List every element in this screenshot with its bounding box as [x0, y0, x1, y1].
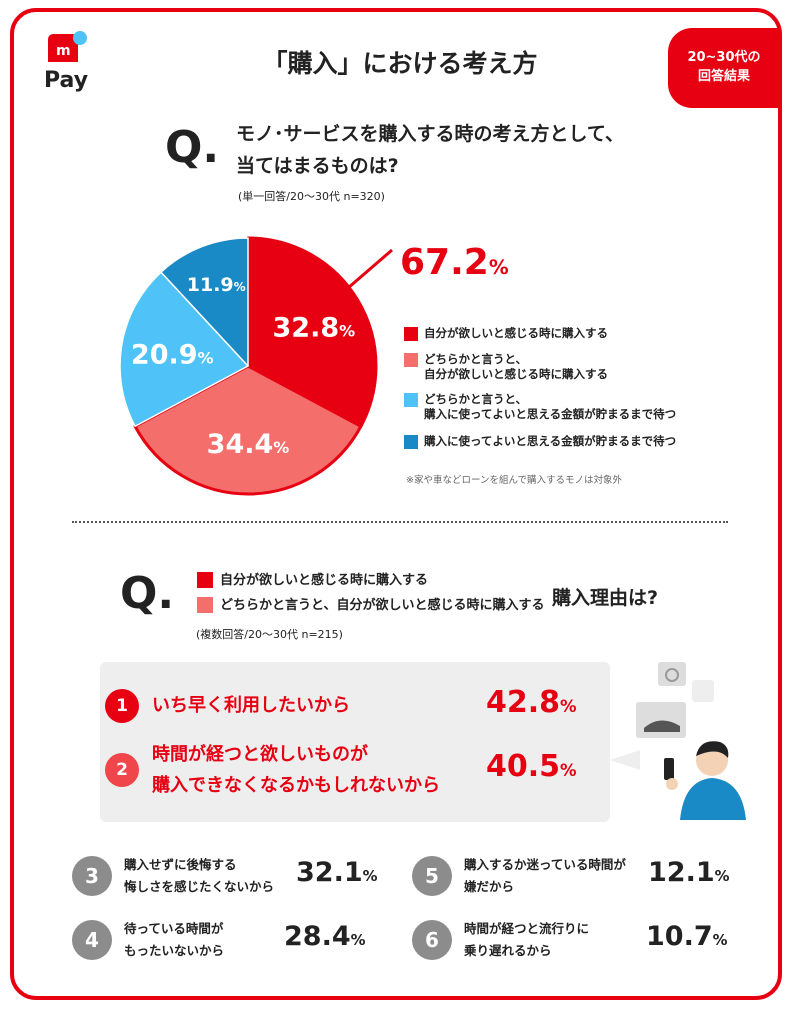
unit: % — [560, 761, 577, 780]
legend-swatch — [404, 435, 418, 449]
pie-chart: 32.8%34.4%20.9%11.9% — [119, 236, 393, 496]
legend-swatch — [197, 572, 213, 588]
rank-badge: 2 — [105, 753, 139, 787]
divider — [72, 521, 728, 523]
watch-card — [692, 680, 714, 702]
hair — [696, 741, 729, 758]
condition: 自分が欲しいと感じる時に購入する — [220, 573, 429, 588]
illustration — [610, 662, 746, 820]
legend-label: 購入に使ってよいと思える金額が貯まるまで待つ — [424, 434, 677, 448]
logo-shape — [48, 34, 78, 62]
body — [680, 778, 746, 820]
rank-value: 32.1% — [296, 857, 378, 889]
hand — [666, 778, 678, 790]
legend-label: 自分が欲しいと感じる時に購入する — [424, 326, 608, 340]
value: 32.8 — [273, 312, 340, 343]
unit: % — [362, 867, 378, 886]
unit: % — [350, 931, 366, 950]
pie-slice — [133, 364, 363, 496]
frame — [10, 8, 782, 1000]
camera-card — [658, 662, 686, 686]
pie-slice — [246, 236, 378, 428]
unit: % — [198, 348, 214, 367]
shoe-card — [636, 702, 686, 738]
rank-reason: いち早く利用したいから — [152, 695, 350, 717]
question: モノ･サービスを購入する時の考え方として、 当てはまるものは? — [236, 123, 624, 177]
q-mark: Q. — [165, 122, 220, 173]
rank-value: 10.7% — [646, 921, 728, 953]
data-label: 32.8% — [273, 312, 356, 343]
note: (複数回答/20～30代 n=215) — [196, 628, 343, 641]
logo-icon: m — [48, 31, 87, 62]
rank-badge: 3 — [72, 856, 112, 896]
value: 20.9 — [131, 339, 198, 370]
unit: % — [488, 256, 509, 279]
legend-label: どちらかと言うと、 自分が欲しいと感じる時に購入する — [424, 352, 608, 381]
rank-reason: 購入せずに後悔する 悔しさを感じたくないから — [124, 857, 275, 894]
rank-value: 12.1% — [648, 857, 730, 889]
bubble-tail — [610, 750, 640, 770]
phone — [664, 758, 674, 780]
question: 購入理由は? — [552, 587, 659, 609]
rank-value: 42.8% — [486, 685, 577, 720]
legend-label: どちらかと言うと、 購入に使ってよいと思える金額が貯まるまで待つ — [424, 392, 677, 421]
title: 「購入」における考え方 — [262, 49, 538, 78]
value: 34.4 — [207, 429, 274, 460]
rank-value: 28.4% — [284, 921, 366, 953]
rank-badge: 4 — [72, 920, 112, 960]
condition: どちらかと言うと、自分が欲しいと感じる時に購入する — [220, 598, 545, 613]
legend-swatch — [404, 327, 418, 341]
rank-reason: 時間が経つと欲しいものが 購入できなくなるかもしれないから — [152, 743, 440, 797]
unit: % — [234, 280, 246, 294]
legend-swatch — [404, 393, 418, 407]
value: 11.9 — [187, 274, 234, 296]
data-label: 11.9% — [187, 274, 246, 296]
pie-slice — [119, 271, 249, 427]
pie-slice — [160, 237, 249, 367]
annotation: 67.2% — [400, 242, 509, 283]
rank-badge: 6 — [412, 920, 452, 960]
unit: % — [339, 321, 355, 340]
rank-reason: 時間が経つと流行りに 乗り遅れるから — [464, 921, 590, 958]
unit: % — [712, 931, 728, 950]
badge: 20~30代の 回答結果 — [668, 28, 780, 108]
logo-text: Pay — [44, 68, 89, 93]
note: (単一回答/20～30代 n=320) — [238, 190, 385, 203]
logo-m: m — [56, 43, 71, 59]
chart-note: ※家や車などローンを組んで購入するモノは対象外 — [406, 475, 623, 486]
rank-badge: 5 — [412, 856, 452, 896]
rank-reason: 待っている時間が もったいないから — [124, 921, 225, 958]
unit: % — [560, 697, 577, 716]
legend-swatch — [404, 353, 418, 367]
top-box — [100, 662, 610, 822]
rank-reason: 購入するか迷っている時間が 嫌だから — [464, 857, 626, 894]
data-label: 20.9% — [131, 339, 214, 370]
legend-swatch — [197, 597, 213, 613]
rank-value: 40.5% — [486, 749, 577, 784]
data-label: 34.4% — [207, 429, 290, 460]
q-mark: Q. — [120, 568, 175, 619]
rank-badge: 1 — [105, 689, 139, 723]
unit: % — [273, 438, 289, 457]
unit: % — [714, 867, 730, 886]
logo-dot — [73, 31, 87, 45]
shoe — [644, 720, 680, 732]
annotation-line — [347, 248, 393, 290]
camera — [665, 668, 679, 682]
